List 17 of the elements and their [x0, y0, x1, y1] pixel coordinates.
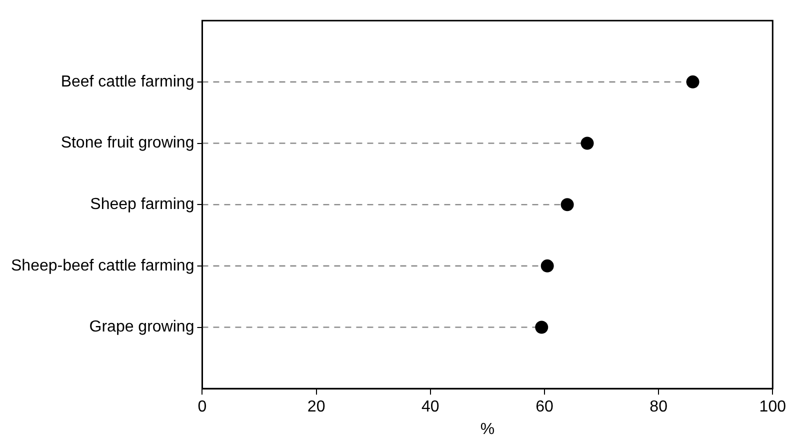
point [540, 259, 554, 272]
y-tick-label: Stone fruit growing [60, 134, 194, 152]
point [580, 136, 594, 150]
y-tick-label: Beef cattle farming [60, 73, 194, 90]
x-axis-title: % [480, 420, 495, 438]
point [560, 198, 574, 212]
y-tick-label: Grape growing [89, 318, 194, 336]
point [686, 75, 700, 88]
x-tick-label: 0 [198, 398, 207, 416]
x-tick-label: 80 [650, 398, 668, 416]
x-tick-label: 20 [307, 398, 326, 416]
y-tick-label: Sheep farming [90, 196, 194, 214]
y-tick-label: Sheep-beef cattle farming [11, 257, 194, 274]
point [535, 320, 548, 334]
x-tick-label: 100 [759, 398, 786, 416]
x-tick-label: 60 [536, 398, 554, 416]
x-tick-label: 40 [421, 398, 440, 416]
